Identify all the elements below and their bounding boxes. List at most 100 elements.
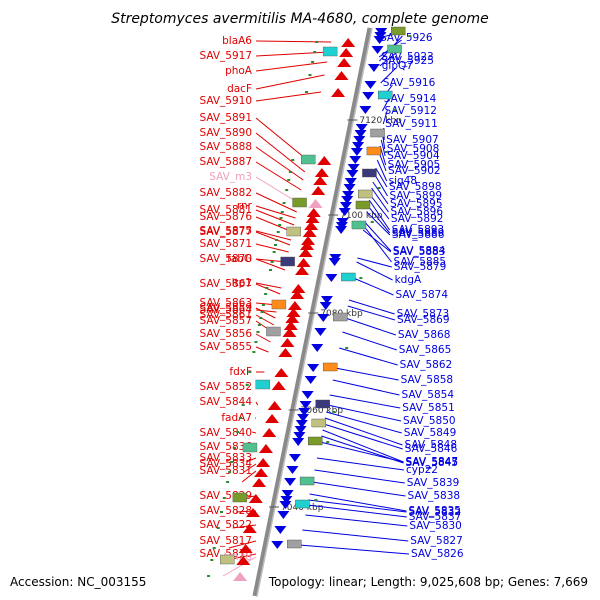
gene-label[interactable]: glpQ7: [382, 60, 413, 72]
reverse-gene-arrow[interactable]: [320, 296, 333, 304]
forward-gene-arrow[interactable]: [242, 524, 257, 533]
reverse-gene-arrow[interactable]: [284, 478, 297, 486]
forward-gene-arrow[interactable]: [248, 494, 263, 503]
reverse-gene-arrow[interactable]: [341, 196, 354, 204]
gene-label[interactable]: dacF: [227, 83, 252, 95]
forward-gene-arrow[interactable]: [280, 338, 295, 347]
reverse-gene-arrow[interactable]: [271, 541, 284, 549]
forward-gene-arrow[interactable]: [339, 48, 354, 57]
gene-label[interactable]: SAV_5882: [199, 187, 252, 199]
gene-label[interactable]: SAV_5888: [199, 141, 252, 153]
gene-box[interactable]: [357, 189, 373, 199]
reverse-gene-arrow[interactable]: [335, 226, 348, 234]
reverse-gene-arrow[interactable]: [373, 36, 386, 44]
forward-gene-arrow[interactable]: [317, 156, 332, 165]
forward-gene-arrow[interactable]: [278, 348, 293, 357]
forward-gene-arrow[interactable]: [267, 401, 282, 410]
forward-gene-arrow[interactable]: [301, 236, 316, 245]
gene-label[interactable]: SAV_5817: [199, 535, 252, 547]
reverse-gene-arrow[interactable]: [338, 208, 351, 216]
gene-label[interactable]: SAV_5886: [392, 229, 445, 241]
forward-gene-arrow[interactable]: [304, 221, 319, 230]
gene-box[interactable]: [390, 26, 406, 36]
reverse-gene-arrow[interactable]: [293, 432, 306, 440]
gene-label[interactable]: SAV_5851: [402, 402, 455, 414]
reverse-gene-arrow[interactable]: [352, 142, 365, 150]
forward-gene-arrow[interactable]: [254, 468, 269, 477]
forward-gene-arrow[interactable]: [274, 368, 289, 377]
forward-gene-arrow[interactable]: [314, 168, 329, 177]
forward-gene-arrow[interactable]: [334, 71, 349, 80]
forward-gene-arrow[interactable]: [271, 381, 286, 390]
reverse-gene-arrow[interactable]: [304, 376, 317, 384]
forward-gene-arrow[interactable]: [300, 241, 315, 250]
gene-label[interactable]: SAV_5898: [389, 181, 442, 193]
gene-label[interactable]: SAV_5826: [411, 548, 464, 560]
gene-label[interactable]: rnr: [237, 200, 253, 212]
gene-label[interactable]: SAV_5899: [390, 190, 443, 202]
gene-label[interactable]: SAV_5895: [390, 198, 443, 210]
gene-label[interactable]: SAV_5846: [405, 443, 458, 455]
gene-box[interactable]: [280, 256, 295, 267]
gene-label[interactable]: SAV_5859: [199, 302, 252, 314]
gene-label[interactable]: SAV_5856: [199, 328, 252, 340]
forward-gene-arrow[interactable]: [290, 290, 305, 299]
forward-gene-arrow[interactable]: [262, 428, 277, 437]
gene-label[interactable]: SAV_5844: [199, 396, 252, 408]
forward-gene-arrow[interactable]: [296, 258, 311, 267]
reverse-gene-arrow[interactable]: [277, 511, 290, 519]
gene-label[interactable]: SAV_5864: [199, 304, 252, 316]
forward-gene-arrow[interactable]: [331, 88, 346, 97]
forward-gene-arrow[interactable]: [305, 214, 320, 223]
gene-box[interactable]: [220, 554, 235, 565]
gene-label[interactable]: ltp1: [232, 277, 252, 289]
gene-label[interactable]: SAV_5893: [392, 224, 445, 236]
gene-box[interactable]: [378, 90, 393, 100]
reverse-gene-arrow[interactable]: [298, 408, 311, 416]
gene-label[interactable]: SAV_5839: [407, 477, 460, 489]
gene-label[interactable]: SAV_5832: [409, 506, 462, 518]
gene-label[interactable]: SAV_5840: [199, 427, 252, 439]
reverse-gene-arrow[interactable]: [371, 46, 384, 54]
gene-box[interactable]: [286, 226, 301, 237]
gene-label[interactable]: SAV_5869: [397, 314, 450, 326]
gene-label[interactable]: SAV_5862: [400, 359, 453, 371]
reverse-gene-arrow[interactable]: [297, 414, 310, 422]
gene-label[interactable]: SAV_5835: [408, 505, 461, 517]
gene-label[interactable]: SAV_5912: [384, 105, 437, 117]
gene-label[interactable]: SAV_5908: [387, 143, 440, 155]
gene-label[interactable]: SAV_5833: [199, 452, 252, 464]
reverse-gene-arrow[interactable]: [343, 184, 356, 192]
reverse-gene-arrow[interactable]: [292, 438, 305, 446]
reverse-gene-arrow[interactable]: [311, 344, 324, 352]
gene-label[interactable]: SAV_5828: [199, 505, 252, 517]
gene-label[interactable]: SAV_5871: [199, 238, 252, 250]
reverse-gene-arrow[interactable]: [350, 148, 363, 156]
forward-gene-arrow[interactable]: [306, 208, 321, 217]
gene-label[interactable]: SAV_5822: [199, 519, 252, 531]
gene-label[interactable]: SAV_5889: [392, 227, 445, 239]
gene-label[interactable]: SAV_5857: [199, 315, 252, 327]
gene-label[interactable]: SAV_5917: [199, 50, 252, 62]
forward-gene-arrow[interactable]: [291, 284, 306, 293]
forward-gene-arrow[interactable]: [285, 314, 300, 323]
reverse-gene-arrow[interactable]: [347, 164, 360, 172]
forward-gene-arrow[interactable]: [233, 572, 248, 581]
gene-label[interactable]: SAV_5873: [397, 308, 450, 320]
gene-label[interactable]: SAV_5902: [388, 165, 441, 177]
gene-box[interactable]: [322, 46, 338, 57]
forward-gene-arrow[interactable]: [286, 308, 301, 317]
gene-box[interactable]: [255, 379, 270, 390]
forward-gene-arrow[interactable]: [308, 199, 323, 208]
gene-label[interactable]: blaA6: [222, 35, 252, 47]
gene-label[interactable]: fadA7: [221, 412, 252, 424]
gene-label[interactable]: SAV_5850: [403, 415, 456, 427]
gene-label[interactable]: SAV_5874: [395, 289, 448, 301]
reverse-gene-arrow[interactable]: [374, 32, 387, 40]
gene-label[interactable]: fdxF: [229, 366, 252, 378]
gene-label[interactable]: SAV_5865: [399, 344, 452, 356]
forward-gene-arrow[interactable]: [246, 508, 261, 517]
gene-label[interactable]: SAV_5926: [380, 32, 433, 44]
gene-label[interactable]: SAV_5890: [199, 127, 252, 139]
gene-label[interactable]: SAV_5884: [393, 245, 446, 257]
